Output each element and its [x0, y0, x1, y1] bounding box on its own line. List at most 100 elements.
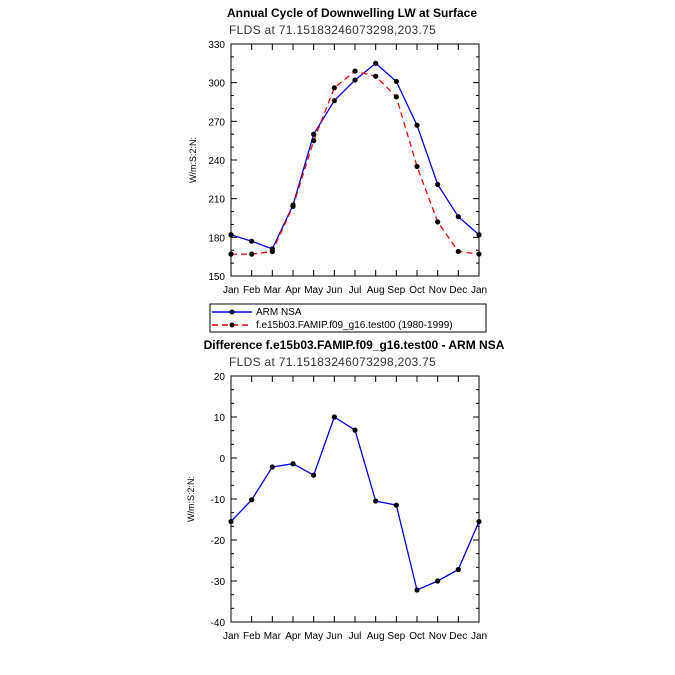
y-tick-label: 210	[208, 195, 225, 206]
series-0-point	[414, 122, 420, 128]
series-0-point	[331, 414, 337, 420]
x-tick-label: Jan	[223, 631, 239, 642]
y-tick-label: 270	[208, 117, 225, 128]
series-1-point	[414, 163, 420, 170]
x-tick-label: Nov	[429, 285, 447, 296]
series-0-point	[290, 461, 296, 467]
x-tick-label: Apr	[285, 631, 301, 642]
x-tick-label: Oct	[409, 285, 425, 296]
legend-marker-arm-nsa	[229, 309, 235, 315]
chart-top-legend: ARM NSA f.e15b03.FAMIP.f09_g16.test00 (1…	[209, 303, 487, 333]
series-0-point	[393, 78, 399, 84]
x-tick-label: Mar	[264, 631, 282, 642]
series-0-point	[435, 578, 441, 584]
series-0-point	[311, 472, 317, 478]
x-tick-label: Aug	[367, 631, 385, 642]
legend-label-model: f.e15b03.FAMIP.f09_g16.test00 (1980-1999…	[256, 320, 453, 331]
chart-top-ylabel: W/m:S:2:N:	[188, 137, 198, 183]
x-tick-label: Dec	[449, 285, 467, 296]
legend-marker-model	[229, 322, 235, 328]
series-0-point	[228, 232, 234, 238]
x-tick-label: May	[304, 285, 323, 296]
x-tick-label: Jan	[471, 285, 487, 296]
series-0-point	[455, 566, 461, 573]
chart-bottom-axes: -40 -30 -20 -10 0 10 20 Jan Feb Mar Apr May Jun Jul Au…	[211, 372, 488, 642]
y-tick-label: 300	[208, 79, 225, 90]
chart-bottom: Difference f.e15b03.FAMIP.f09_g16.test00…	[186, 338, 505, 642]
y-tick-label: -20	[211, 536, 226, 547]
series-0-point	[414, 587, 420, 593]
y-tick-label: -10	[211, 495, 226, 506]
series-1-point	[393, 94, 399, 100]
x-tick-label: May	[304, 631, 323, 642]
x-tick-label: Jul	[349, 285, 362, 296]
x-tick-label: Apr	[285, 285, 301, 296]
series-line-0	[230, 416, 480, 591]
chart-bottom-ylabel: W/m:S:2:N:	[186, 476, 196, 522]
series-1-point	[269, 248, 275, 255]
x-tick-label: Mar	[264, 285, 282, 296]
chart-bottom-series	[228, 414, 482, 593]
chart-top-subtitle: FLDS at 71.15183246073298,203.75	[229, 23, 436, 37]
chart-top: Annual Cycle of Downwelling LW at Surfac…	[188, 6, 487, 333]
y-tick-label: 150	[208, 272, 225, 283]
series-1-point	[228, 251, 234, 257]
series-0-point	[249, 238, 255, 244]
chart-bottom-title: Difference f.e15b03.FAMIP.f09_g16.test00…	[204, 338, 505, 352]
series-1-point	[476, 251, 482, 257]
y-tick-label: -40	[211, 618, 226, 629]
series-0-point	[373, 60, 379, 66]
series-1-point	[373, 73, 379, 79]
x-tick-label: Jan	[471, 631, 487, 642]
y-tick-label: -30	[211, 577, 226, 588]
series-line-0	[230, 62, 480, 250]
series-0-point	[476, 232, 482, 238]
series-1-point	[249, 251, 255, 257]
series-0-point	[393, 502, 399, 508]
legend-box	[209, 303, 487, 333]
y-tick-label: 180	[208, 233, 225, 244]
y-tick-label: 10	[214, 413, 226, 424]
x-tick-label: Sep	[387, 631, 405, 642]
x-tick-label: Dec	[449, 631, 467, 642]
chart-bottom-subtitle: FLDS at 71.15183246073298,203.75	[229, 355, 436, 369]
series-0-point	[249, 497, 255, 503]
x-tick-label: Sep	[387, 285, 405, 296]
series-0-point	[455, 214, 461, 220]
x-tick-label: Jul	[349, 631, 362, 642]
y-tick-label: 0	[219, 454, 225, 465]
series-0-point	[228, 518, 234, 525]
series-0-point	[476, 518, 482, 525]
series-0-point	[352, 427, 358, 433]
series-1-point	[435, 219, 441, 225]
series-1-point	[331, 85, 337, 91]
series-line-1	[231, 70, 480, 255]
y-tick-label: 20	[214, 372, 226, 383]
chart-top-axes: 150 180 210 240 270 300 330 Jan Feb Mar Apr May Jun J…	[208, 40, 487, 296]
x-tick-label: Aug	[367, 285, 385, 296]
series-0-point	[373, 498, 379, 504]
x-tick-label: Oct	[409, 631, 425, 642]
x-tick-label: Feb	[243, 285, 261, 296]
x-tick-label: Jan	[223, 285, 239, 296]
series-1-point	[290, 203, 296, 209]
x-tick-label: Jun	[326, 631, 342, 642]
y-tick-label: 240	[208, 156, 225, 167]
chart-top-title: Annual Cycle of Downwelling LW at Surfac…	[227, 6, 477, 20]
x-tick-label: Jun	[326, 285, 342, 296]
series-1-point	[455, 248, 461, 255]
x-tick-label: Nov	[429, 631, 447, 642]
legend-label-arm-nsa: ARM NSA	[256, 307, 302, 318]
series-0-point	[311, 131, 317, 137]
chart-top-series	[228, 60, 482, 257]
x-tick-label: Feb	[243, 631, 261, 642]
series-0-point	[269, 464, 275, 470]
series-0-point	[435, 181, 441, 188]
y-tick-label: 330	[208, 40, 225, 51]
series-0-point	[331, 98, 337, 104]
series-1-point	[352, 68, 358, 74]
chart-bottom-frame	[230, 375, 480, 623]
series-0-point	[352, 77, 358, 83]
series-1-point	[311, 138, 317, 144]
